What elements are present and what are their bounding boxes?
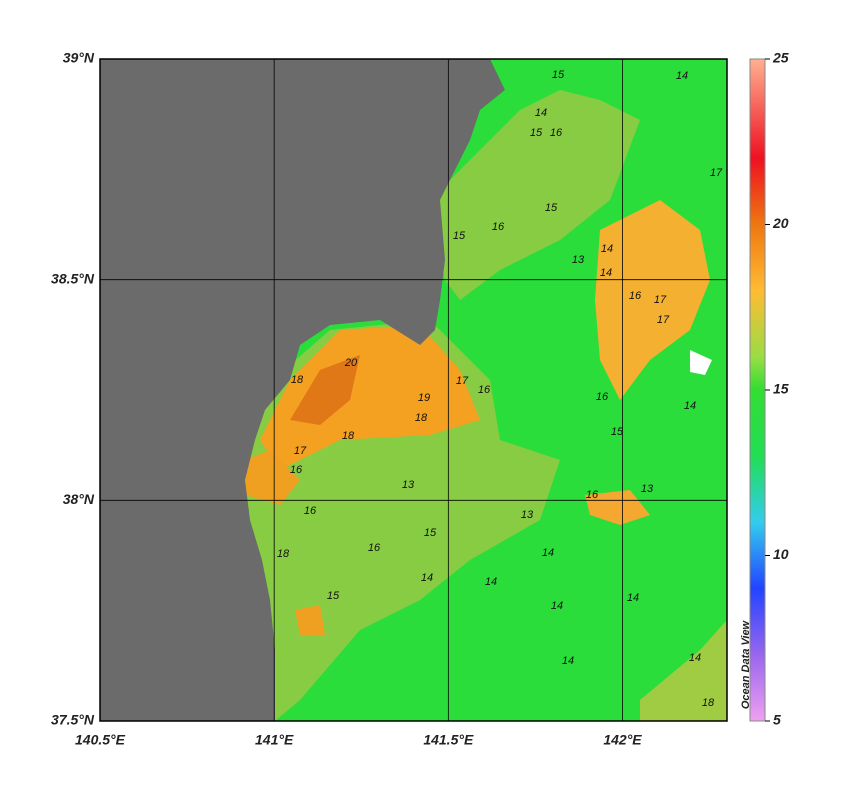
- contour-label: 17: [456, 375, 469, 387]
- field-zone: [295, 605, 325, 635]
- colorbar-tick-label: 20: [772, 215, 789, 231]
- contour-label: 18: [291, 374, 304, 386]
- contour-label: 15: [611, 426, 624, 438]
- no-data: [690, 350, 712, 375]
- contour-label: 14: [485, 576, 497, 588]
- contour-label: 16: [478, 384, 491, 396]
- field-zone: [595, 200, 710, 400]
- contour-label: 20: [344, 357, 358, 369]
- contour-label: 13: [521, 509, 534, 521]
- colorbar-tick-label: 25: [772, 50, 789, 66]
- contour-label: 16: [596, 391, 609, 403]
- contour-label: 14: [627, 592, 639, 604]
- y-tick-label: 38.5°N: [51, 270, 95, 286]
- field-zone: [430, 90, 640, 300]
- contour-label: 14: [421, 572, 433, 584]
- x-tick-label: 141°E: [255, 732, 294, 748]
- colorbar-label: Ocean Data View: [740, 619, 752, 709]
- land: [100, 59, 505, 721]
- field: [100, 59, 727, 721]
- contour-label: 15: [327, 590, 340, 602]
- contour-label: 15: [530, 127, 543, 139]
- contour-label: 14: [676, 70, 688, 82]
- x-tick-label: 140.5°E: [75, 732, 126, 748]
- contour-label: 14: [601, 243, 613, 255]
- field-zone: [290, 355, 360, 425]
- contour-label: 15: [453, 230, 466, 242]
- x-tick-label: 142°E: [603, 732, 642, 748]
- contour-label: 17: [710, 167, 723, 179]
- contour-label: 13: [641, 483, 654, 495]
- contour-label: 16: [492, 221, 505, 233]
- contour-label: 18: [702, 697, 715, 709]
- contour-label: 17: [654, 294, 667, 306]
- contour-label: 15: [545, 202, 558, 214]
- field-zone: [245, 450, 300, 505]
- y-tick-label: 37.5°N: [51, 712, 95, 728]
- contour-label: 16: [304, 505, 317, 517]
- colorbar-tick-label: 15: [773, 381, 789, 397]
- colorbar: [749, 58, 766, 722]
- y-tick-label: 38°N: [63, 491, 95, 507]
- field-zone: [260, 325, 480, 470]
- contour-label: 15: [424, 527, 437, 539]
- contour-label: 16: [368, 542, 381, 554]
- contour-label: 13: [402, 479, 415, 491]
- contour-label: 14: [551, 600, 563, 612]
- colorbar-tick-label: 5: [773, 712, 781, 728]
- contour-label: 18: [415, 412, 428, 424]
- contour-label: 14: [542, 547, 554, 559]
- contour-label: 13: [572, 254, 585, 266]
- contour-label: 16: [290, 464, 303, 476]
- field-zone: [640, 620, 727, 721]
- contour-label: 14: [684, 400, 696, 412]
- contour-label: 19: [418, 392, 430, 404]
- contour-label: 14: [689, 652, 701, 664]
- contour-label: 16: [586, 489, 599, 501]
- contour-label: 15: [552, 69, 565, 81]
- x-tick-label: 141.5°E: [423, 732, 474, 748]
- contour-label: 18: [342, 430, 355, 442]
- contour-label: 17: [657, 314, 670, 326]
- contour-label: 16: [550, 127, 563, 139]
- colorbar-tick-label: 10: [773, 546, 789, 562]
- contour-label: 14: [562, 655, 574, 667]
- contour-label: 17: [294, 445, 307, 457]
- contour-label: 14: [600, 267, 612, 279]
- field-zone: [585, 490, 650, 525]
- contour-label: 14: [535, 107, 547, 119]
- contour-label: 16: [629, 290, 642, 302]
- contour-label: 18: [277, 548, 290, 560]
- y-tick-label: 39°N: [63, 50, 95, 66]
